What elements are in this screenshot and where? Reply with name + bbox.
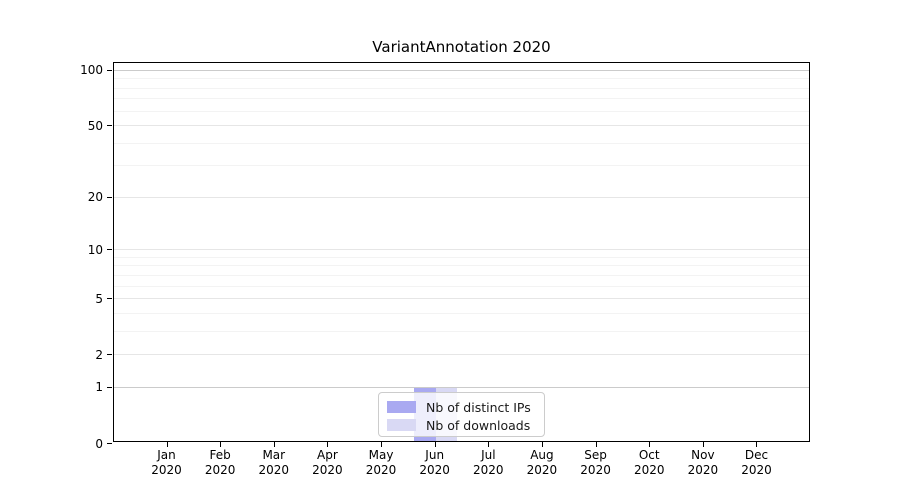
x-tick-mark	[434, 442, 436, 447]
minor-gridline	[114, 330, 809, 332]
x-tick-label: Oct 2020	[633, 448, 665, 477]
y-tick-label: 1	[95, 380, 103, 395]
minor-gridline	[114, 110, 809, 112]
x-tick-label: Mar 2020	[258, 448, 290, 477]
y-tick-label: 20	[87, 190, 103, 205]
major-gridline	[114, 386, 809, 388]
x-tick-mark	[702, 442, 704, 447]
x-tick-label: Feb 2020	[204, 448, 236, 477]
y-tick-mark	[107, 443, 112, 444]
legend-item-downloads: Nb of downloads	[387, 416, 536, 434]
x-tick-mark	[166, 442, 168, 447]
x-tick-mark	[756, 442, 758, 447]
x-tick-mark	[488, 442, 490, 447]
x-tick-mark	[220, 442, 222, 447]
x-tick-label: Sep 2020	[580, 448, 611, 477]
y-tick-label: 10	[87, 242, 103, 257]
minor-gridline	[114, 265, 809, 267]
x-tick-mark	[273, 442, 275, 447]
minor-gridline	[114, 312, 809, 314]
minor-gridline	[114, 256, 809, 258]
x-tick-label: Jul 2020	[473, 448, 504, 477]
y-tick-mark	[107, 69, 112, 71]
x-tick-mark	[595, 442, 597, 447]
y-tick-mark	[107, 125, 112, 127]
plot-area	[113, 62, 810, 442]
x-tick-label: May 2020	[365, 448, 397, 477]
minor-gridline	[114, 87, 809, 89]
y-tick-mark	[107, 249, 112, 251]
chart-title: VariantAnnotation 2020	[372, 38, 551, 56]
minor-gridline	[114, 98, 809, 100]
y-tick-mark	[107, 196, 112, 198]
minor-gridline	[114, 285, 809, 287]
y-tick-label: 50	[87, 118, 103, 133]
y-tick-label: 2	[95, 347, 103, 362]
legend-swatch-downloads	[387, 419, 416, 431]
minor-gridline	[114, 274, 809, 276]
major-gridline	[114, 354, 809, 356]
minor-gridline	[114, 165, 809, 167]
y-tick-label: 0	[95, 436, 103, 451]
legend-swatch-distinct-ips	[387, 401, 416, 413]
legend: Nb of distinct IPs Nb of downloads	[378, 392, 545, 437]
x-tick-mark	[541, 442, 543, 447]
major-gridline	[114, 298, 809, 300]
y-tick-mark	[107, 386, 112, 388]
x-tick-label: Aug 2020	[526, 448, 558, 477]
major-gridline	[114, 196, 809, 198]
legend-label-downloads: Nb of downloads	[426, 417, 531, 433]
legend-item-distinct-ips: Nb of distinct IPs	[387, 398, 536, 416]
x-tick-mark	[649, 442, 651, 447]
legend-label-distinct-ips: Nb of distinct IPs	[426, 399, 531, 415]
x-tick-label: Nov 2020	[687, 448, 719, 477]
y-tick-mark	[107, 354, 112, 356]
y-tick-label: 100	[80, 63, 103, 78]
x-tick-label: Jan 2020	[151, 448, 182, 477]
minor-gridline	[114, 78, 809, 80]
x-tick-mark	[327, 442, 329, 447]
y-tick-mark	[107, 298, 112, 300]
x-tick-mark	[381, 442, 383, 447]
x-tick-label: Jun 2020	[419, 448, 450, 477]
minor-gridline	[114, 142, 809, 144]
x-tick-label: Dec 2020	[741, 448, 772, 477]
major-gridline	[114, 69, 809, 71]
major-gridline	[114, 125, 809, 127]
y-tick-label: 5	[95, 291, 103, 306]
x-tick-label: Apr 2020	[312, 448, 343, 477]
major-gridline	[114, 249, 809, 251]
